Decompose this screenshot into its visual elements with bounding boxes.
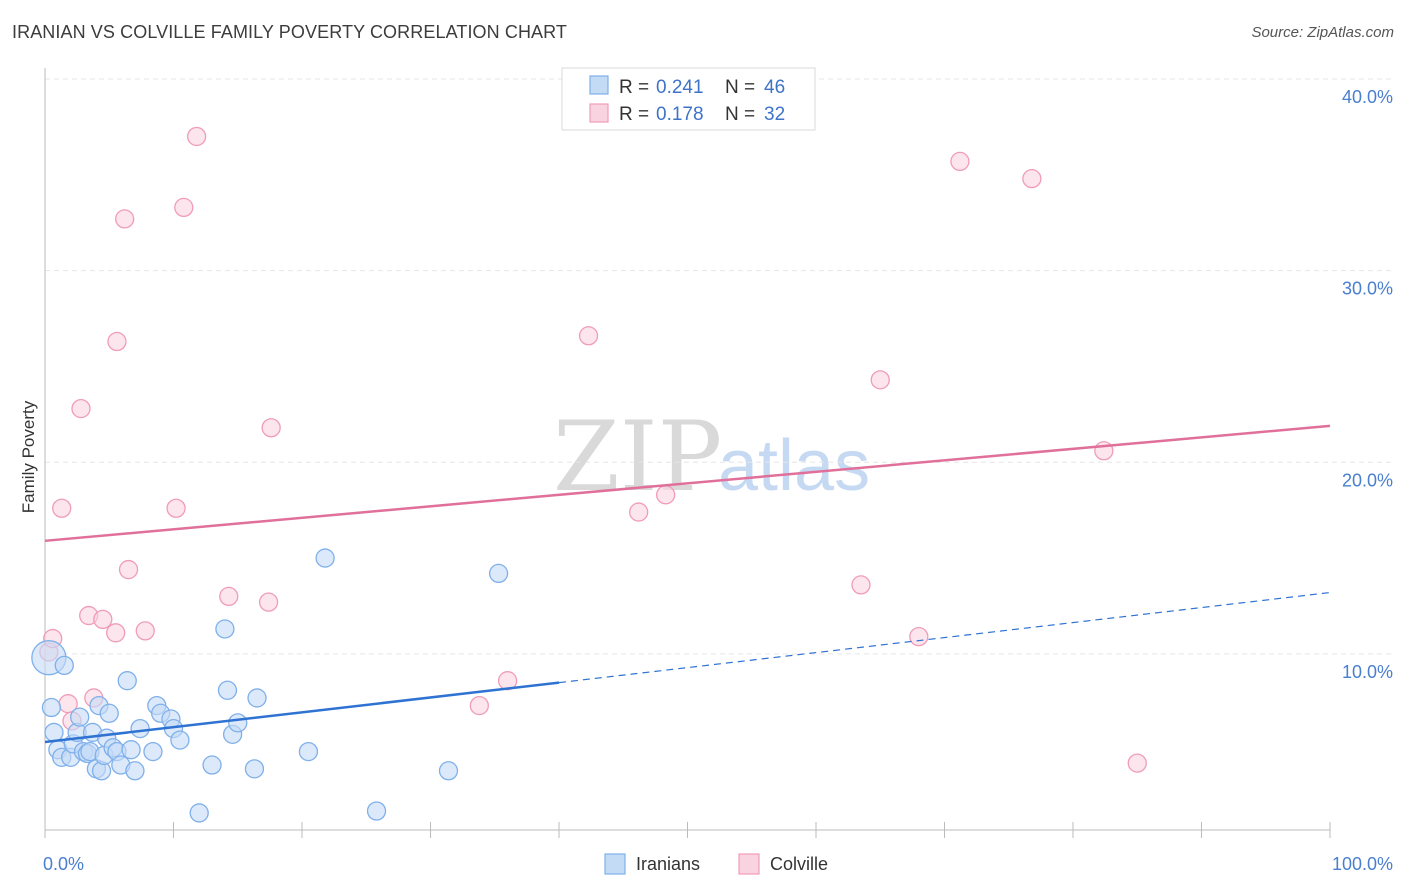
- point-iranians-5: [54, 655, 74, 676]
- source-label: Source: ZipAtlas.com: [1251, 24, 1394, 41]
- y-tick-label-20: 20.0%: [1342, 470, 1393, 490]
- x-tick-label-max: 100.0%: [1332, 854, 1393, 874]
- legend-r-value-colville: 0.178: [656, 104, 704, 125]
- point-iranians-35: [215, 619, 235, 639]
- point-colville-29: [1022, 168, 1042, 189]
- point-colville-12: [118, 559, 139, 580]
- point-colville-19: [261, 418, 281, 438]
- y-tick-label-10: 10.0%: [1342, 662, 1393, 682]
- point-colville-9: [106, 623, 126, 643]
- point-colville-24: [656, 485, 676, 505]
- x-tick-label-min: 0.0%: [43, 854, 84, 874]
- point-iranians-34: [202, 755, 222, 775]
- y-tick-label-40: 40.0%: [1342, 87, 1393, 107]
- watermark-atlas: atlas: [718, 426, 870, 506]
- watermark: ZIP atlas: [553, 401, 870, 513]
- point-iranians-40: [247, 688, 267, 708]
- point-colville-27: [909, 626, 929, 647]
- trend-line-iranians: [44, 681, 560, 744]
- point-colville-5: [71, 398, 91, 419]
- point-iranians-44: [438, 761, 459, 781]
- point-colville-23: [629, 502, 649, 522]
- trend-line-colville: [44, 424, 1331, 543]
- point-iranians-43: [366, 801, 387, 821]
- y-tick-labels: 10.0% 20.0% 30.0% 40.0%: [1342, 87, 1393, 682]
- bottom-legend-label-iranians: Iranians: [636, 854, 700, 874]
- point-iranians-2: [44, 722, 64, 743]
- point-iranians-36: [217, 680, 238, 700]
- legend-n-label-colville: N =: [725, 104, 755, 125]
- series-legend: Iranians Colville: [604, 853, 828, 875]
- point-iranians-27: [143, 741, 163, 762]
- bottom-legend-swatch-iranians: [604, 853, 626, 875]
- point-iranians-42: [315, 548, 335, 568]
- point-iranians-45: [488, 563, 509, 584]
- point-iranians-38: [228, 713, 248, 733]
- point-colville-16: [186, 126, 207, 147]
- bottom-legend-swatch-colville: [738, 853, 760, 875]
- stats-legend: R = 0.241 N = 46 R = 0.178 N = 32: [561, 67, 816, 131]
- point-colville-22: [578, 326, 599, 346]
- point-colville-25: [851, 575, 871, 595]
- bottom-legend-label-colville: Colville: [770, 854, 828, 874]
- trend-lines: [44, 424, 1331, 744]
- x-axis-ticks: [44, 822, 1331, 838]
- point-colville-20: [469, 695, 489, 716]
- point-colville-28: [950, 151, 970, 172]
- point-colville-17: [219, 586, 239, 607]
- watermark-zip: ZIP: [553, 401, 722, 513]
- point-iranians-39: [244, 759, 265, 779]
- legend-r-label-iranians: R =: [619, 77, 649, 98]
- series-iranians-points: [31, 548, 509, 823]
- legend-n-label-iranians: N =: [725, 77, 755, 98]
- point-colville-31: [1127, 753, 1147, 773]
- legend-swatch-colville: [589, 103, 609, 123]
- point-iranians-32: [170, 730, 190, 750]
- trend-line-iranians-extension: [558, 591, 1331, 684]
- point-colville-26: [870, 370, 890, 390]
- point-iranians-25: [125, 761, 145, 781]
- point-iranians-26: [130, 718, 150, 739]
- legend-swatch-iranians: [589, 75, 609, 95]
- point-iranians-24: [121, 740, 141, 760]
- point-colville-2: [52, 498, 72, 518]
- legend-r-value-iranians: 0.241: [656, 77, 704, 98]
- point-colville-13: [135, 621, 155, 641]
- point-colville-10: [107, 331, 127, 352]
- point-iranians-33: [189, 803, 209, 823]
- point-iranians-1: [41, 697, 62, 718]
- point-iranians-19: [99, 703, 119, 723]
- legend-n-value-iranians: 46: [764, 77, 785, 98]
- point-iranians-41: [298, 741, 319, 762]
- point-colville-15: [174, 197, 194, 218]
- legend-n-value-colville: 32: [764, 104, 785, 125]
- point-colville-14: [166, 498, 186, 518]
- point-colville-18: [258, 592, 279, 612]
- legend-r-label-colville: R =: [619, 104, 649, 125]
- point-iranians-23: [117, 671, 137, 691]
- chart-title: IRANIAN VS COLVILLE FAMILY POVERTY CORRE…: [12, 22, 568, 42]
- y-tick-label-30: 30.0%: [1342, 279, 1393, 299]
- point-colville-11: [115, 209, 135, 229]
- point-colville-8: [93, 609, 113, 630]
- gridlines: [45, 78, 1393, 655]
- point-iranians-9: [70, 707, 90, 727]
- y-axis-label: Family Poverty: [19, 400, 38, 513]
